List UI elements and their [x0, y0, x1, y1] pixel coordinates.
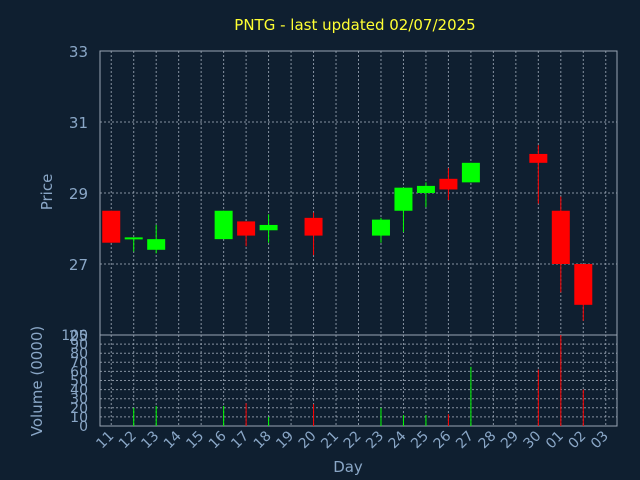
price-tick-label: 25 — [69, 327, 88, 345]
price-tick-label: 33 — [69, 43, 88, 61]
volume-tick-label: 70 — [70, 355, 88, 371]
volume-tick-label: 0 — [79, 419, 88, 435]
candle-body — [304, 217, 323, 236]
price-panel: 25 27 29 31 33 — [69, 43, 618, 345]
x-tick-label: 25 — [408, 428, 432, 452]
candle-body — [237, 221, 256, 236]
x-tick-label: 23 — [363, 428, 387, 452]
x-tick-label: 30 — [521, 428, 545, 452]
x-tick-label: 17 — [228, 428, 252, 452]
x-tick-label: 19 — [273, 428, 297, 452]
x-tick-label: 22 — [341, 428, 365, 452]
x-tick-label: 03 — [588, 428, 612, 452]
x-tick-label: 27 — [453, 428, 477, 452]
x-tick-label: 28 — [476, 428, 500, 452]
candle-body — [102, 210, 121, 243]
volume-panel-frame — [99, 334, 618, 427]
volume-tick-label: 90 — [70, 337, 88, 353]
candle-body — [461, 162, 480, 183]
x-axis: 1112131415161718192021222324252627282930… — [93, 428, 611, 452]
x-tick-label: 12 — [116, 428, 140, 452]
x-tick-label: 24 — [386, 428, 410, 452]
price-tick-label: 27 — [69, 256, 88, 274]
volume-tick-label: 60 — [70, 364, 88, 380]
y-axis-label: Price — [38, 174, 56, 211]
candle-body — [371, 219, 390, 236]
price-tick-label: 29 — [69, 185, 88, 203]
candle-body — [416, 185, 435, 193]
candle-body — [214, 210, 233, 240]
x-axis-label: Day — [333, 458, 363, 476]
x-tick-label: 01 — [543, 428, 567, 452]
volume-tick-label: 40 — [70, 383, 88, 399]
price-tick-label: 31 — [69, 114, 88, 132]
x-tick-label: 11 — [93, 428, 117, 452]
x-tick-label: 14 — [161, 428, 185, 452]
candle-body — [551, 210, 570, 264]
x-tick-label: 13 — [138, 428, 162, 452]
volume-tick-label: 50 — [70, 374, 88, 390]
candle-body — [394, 187, 413, 211]
volume-tick-label: 10 — [70, 410, 88, 426]
x-tick-label: 20 — [296, 428, 320, 452]
volume-tick-label: 20 — [70, 401, 88, 417]
volume-tick-label: 30 — [70, 392, 88, 408]
volume-tick-label: 100 — [61, 328, 88, 344]
x-tick-label: 29 — [498, 428, 522, 452]
volume-axis-label: Volume (0000) — [28, 326, 46, 436]
x-tick-label: 16 — [206, 428, 230, 452]
candle-body — [439, 178, 458, 190]
x-tick-label: 21 — [318, 428, 342, 452]
chart-title: PNTG - last updated 02/07/2025 — [234, 16, 475, 34]
candle-body — [529, 153, 548, 163]
volume-tick-label: 80 — [70, 346, 88, 362]
x-tick-label: 02 — [565, 428, 589, 452]
candle-body — [259, 224, 278, 231]
x-tick-label: 26 — [431, 428, 455, 452]
x-tick-label: 18 — [251, 428, 275, 452]
candle-body — [124, 237, 143, 240]
candle-body — [574, 264, 593, 305]
candle-body — [147, 239, 166, 250]
x-tick-label: 15 — [183, 428, 207, 452]
